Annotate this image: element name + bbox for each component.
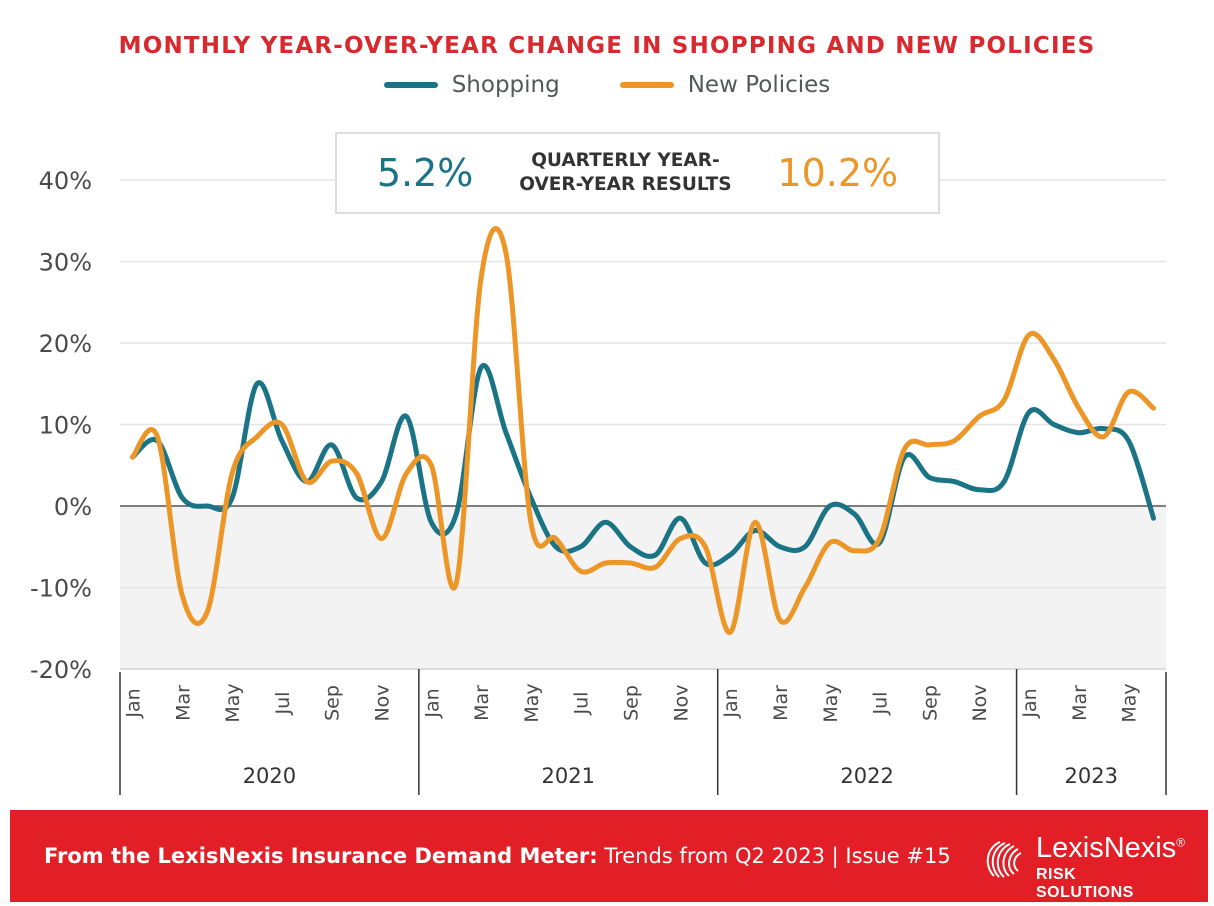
legend-swatch-new-policies xyxy=(619,82,674,88)
x-tick-label: Sep xyxy=(919,685,941,721)
footer-source-text: From the LexisNexis Insurance Demand Met… xyxy=(44,844,951,868)
x-tick-label: May xyxy=(521,683,543,722)
chart-legend: Shopping New Policies xyxy=(0,72,1214,98)
legend-entry-shopping[interactable]: Shopping xyxy=(383,72,560,98)
series-line-new-policies xyxy=(130,226,1156,635)
x-group-label: 2020 xyxy=(243,764,296,788)
y-tick-label: 10% xyxy=(39,412,92,440)
x-tick-label: Nov xyxy=(670,684,692,721)
results-label-line1: QUARTERLY YEAR- xyxy=(531,150,720,171)
x-tick-label: Sep xyxy=(621,685,643,721)
x-tick-label: Mar xyxy=(471,685,493,721)
shopping-quarterly-value: 5.2% xyxy=(376,151,474,195)
logo-name-text: LexisNexis xyxy=(1036,832,1177,864)
y-tick-label: -20% xyxy=(30,656,92,684)
x-tick-label: Mar xyxy=(1069,685,1091,721)
legend-label-new-policies: New Policies xyxy=(687,72,831,98)
footer-source-bold: From the LexisNexis Insurance Demand Met… xyxy=(44,844,598,868)
x-tick-label: Mar xyxy=(172,685,194,721)
x-tick-label: Jan xyxy=(1019,688,1041,718)
x-group-label: 2021 xyxy=(542,764,595,788)
series-line-shopping xyxy=(130,362,1156,568)
x-tick-label: Nov xyxy=(969,684,991,721)
x-group-label: 2023 xyxy=(1065,764,1118,788)
x-tick-label: Jul xyxy=(870,692,892,716)
y-tick-label: 20% xyxy=(39,330,92,358)
logo-registered-mark: ® xyxy=(1176,835,1186,850)
y-tick-label: -10% xyxy=(30,575,92,603)
y-tick-label: 0% xyxy=(54,493,92,521)
lexisnexis-logo[interactable]: LexisNexis® RISK SOLUTIONS xyxy=(978,826,1185,901)
x-tick-label: May xyxy=(1119,683,1141,722)
x-tick-label: Jan xyxy=(720,688,742,718)
quarterly-results-label: QUARTERLY YEAR- OVER-YEAR RESULTS xyxy=(495,149,755,197)
x-tick-label: May xyxy=(820,683,842,722)
new-policies-quarterly-value: 10.2% xyxy=(777,151,899,195)
results-label-line2: OVER-YEAR RESULTS xyxy=(519,174,732,195)
legend-label-shopping: Shopping xyxy=(451,72,560,98)
logo-name: LexisNexis® xyxy=(1036,832,1185,865)
legend-swatch-shopping xyxy=(383,82,438,88)
legend-entry-new-policies[interactable]: New Policies xyxy=(619,72,831,98)
x-tick-label: Jan xyxy=(421,688,443,718)
lexisnexis-knot-icon xyxy=(986,841,1022,878)
x-group-label: 2022 xyxy=(840,764,893,788)
footer-banner: From the LexisNexis Insurance Demand Met… xyxy=(10,810,1208,902)
x-tick-label: May xyxy=(222,683,244,722)
y-tick-label: 40% xyxy=(39,167,92,195)
y-tick-label: 30% xyxy=(39,249,92,277)
x-tick-label: Sep xyxy=(322,685,344,721)
x-tick-label: Jan xyxy=(122,688,144,718)
x-tick-label: Jul xyxy=(272,692,294,716)
x-tick-label: Mar xyxy=(770,685,792,721)
quarterly-results-box: 5.2% QUARTERLY YEAR- OVER-YEAR RESULTS 1… xyxy=(335,132,940,214)
chart-title: MONTHLY YEAR-OVER-YEAR CHANGE IN SHOPPIN… xyxy=(118,33,1096,60)
x-tick-label: Jul xyxy=(571,692,593,716)
line-chart: 40% 30% 20% 10% 0% -10% -20% Jan Mar May Jul Sep Nov… xyxy=(30,167,1167,795)
footer-source-rest: Trends from Q2 2023 | Issue #15 xyxy=(597,844,951,868)
x-tick-label: Nov xyxy=(372,684,394,721)
logo-subtitle: RISK SOLUTIONS xyxy=(1036,866,1134,901)
